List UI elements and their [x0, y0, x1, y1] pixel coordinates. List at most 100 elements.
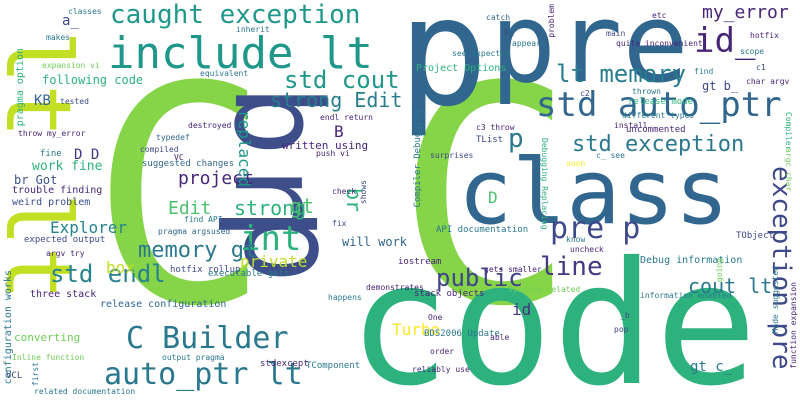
word: fix	[332, 219, 347, 228]
word: auto_ptr lt	[104, 357, 303, 392]
word: VCL	[6, 371, 23, 381]
word: std auto_ptr	[536, 85, 782, 125]
word: order	[430, 347, 455, 356]
word: Edit	[168, 198, 212, 219]
word: Debug information	[640, 255, 743, 266]
word: find	[694, 67, 714, 76]
word: project	[178, 168, 254, 189]
word: BDS2006 Update	[424, 329, 500, 339]
word: _b	[620, 311, 630, 320]
word: first	[31, 362, 40, 387]
word: release configuration	[100, 299, 227, 310]
word: pragma option	[15, 48, 26, 127]
word: classes	[68, 7, 102, 16]
word: Debugging Replacing	[540, 138, 549, 230]
word: work fine	[32, 159, 103, 174]
word: function expansion	[789, 282, 798, 369]
word: box	[106, 258, 135, 277]
word: shows	[359, 180, 368, 205]
word: p	[398, 0, 489, 140]
word: thrown	[632, 87, 661, 96]
word: main	[606, 29, 626, 38]
word: written using	[282, 139, 369, 152]
word: gt c_	[690, 359, 733, 375]
word: b_	[504, 27, 514, 36]
word: output pragma	[162, 353, 225, 362]
word: catch	[486, 13, 511, 22]
word: std exception	[572, 132, 745, 157]
word: Compiler Debugging	[413, 110, 423, 208]
word: c3 throw	[476, 123, 515, 132]
word: cout lt	[688, 274, 773, 298]
word: demonstrates	[366, 283, 424, 292]
word: char argv	[746, 77, 790, 86]
word: public	[436, 264, 523, 292]
word: my_error	[702, 2, 789, 23]
word: strong	[234, 196, 307, 220]
word: different types	[622, 111, 695, 120]
word: endl return	[320, 113, 373, 122]
word: pre p	[550, 211, 641, 246]
word: finding related	[508, 285, 581, 294]
word: Made suggested	[771, 266, 780, 334]
word: c2	[580, 89, 590, 98]
word: caught exception	[110, 0, 361, 30]
word: API documentation	[436, 225, 529, 235]
word: compiled	[140, 145, 179, 154]
word: code	[348, 226, 758, 400]
word: uncheck	[570, 245, 604, 254]
word: KB	[34, 93, 51, 109]
word: stdexcept	[260, 359, 309, 369]
word: happens	[328, 293, 362, 302]
word: pop	[614, 325, 629, 334]
word: iostream	[398, 257, 442, 267]
word: strong Edit	[270, 88, 403, 112]
word: id	[512, 300, 532, 319]
word: gt b_	[702, 79, 739, 93]
word: information enabled	[640, 291, 732, 300]
word: etc	[652, 11, 667, 20]
word: p	[508, 124, 524, 154]
word: find API	[184, 215, 223, 224]
word: will work	[342, 235, 408, 249]
word: suggested changes	[142, 159, 235, 169]
word: see expected	[452, 49, 510, 58]
word: related documentation	[34, 387, 136, 396]
word: soon	[566, 159, 586, 168]
word: scope	[740, 47, 765, 56]
word: c1	[756, 63, 766, 72]
word: reliably use	[412, 365, 470, 374]
word: D	[488, 188, 498, 207]
word: memory gt	[138, 238, 258, 263]
word: Project Options	[416, 63, 507, 74]
word: replaced	[235, 110, 254, 188]
word: private	[240, 252, 308, 271]
word: typedef	[156, 133, 190, 142]
word: fine	[40, 149, 62, 159]
word: Inline function	[12, 353, 85, 362]
word: weird problem	[12, 197, 91, 208]
word: stack objects	[414, 289, 485, 299]
word: One	[428, 313, 443, 322]
word: three stack	[30, 289, 97, 300]
word: TComponent	[306, 361, 361, 371]
word: C Builder	[126, 321, 289, 356]
word: Explorer	[50, 218, 128, 237]
word: appears	[512, 39, 546, 48]
word: inherit	[236, 25, 270, 34]
word: trouble finding	[12, 185, 103, 196]
word: lt memory	[556, 60, 687, 88]
word: able	[490, 333, 510, 342]
word: know	[566, 235, 586, 244]
word: TList	[476, 135, 504, 145]
word: std endl	[50, 260, 166, 288]
word: c_ see	[596, 151, 625, 160]
word: Turbo	[392, 320, 441, 339]
word: Compiler	[784, 112, 793, 151]
word: expansion vi	[42, 61, 100, 70]
word: C	[90, 23, 271, 372]
word: problem	[547, 4, 556, 38]
word: class	[458, 140, 729, 245]
word: install	[614, 121, 648, 130]
